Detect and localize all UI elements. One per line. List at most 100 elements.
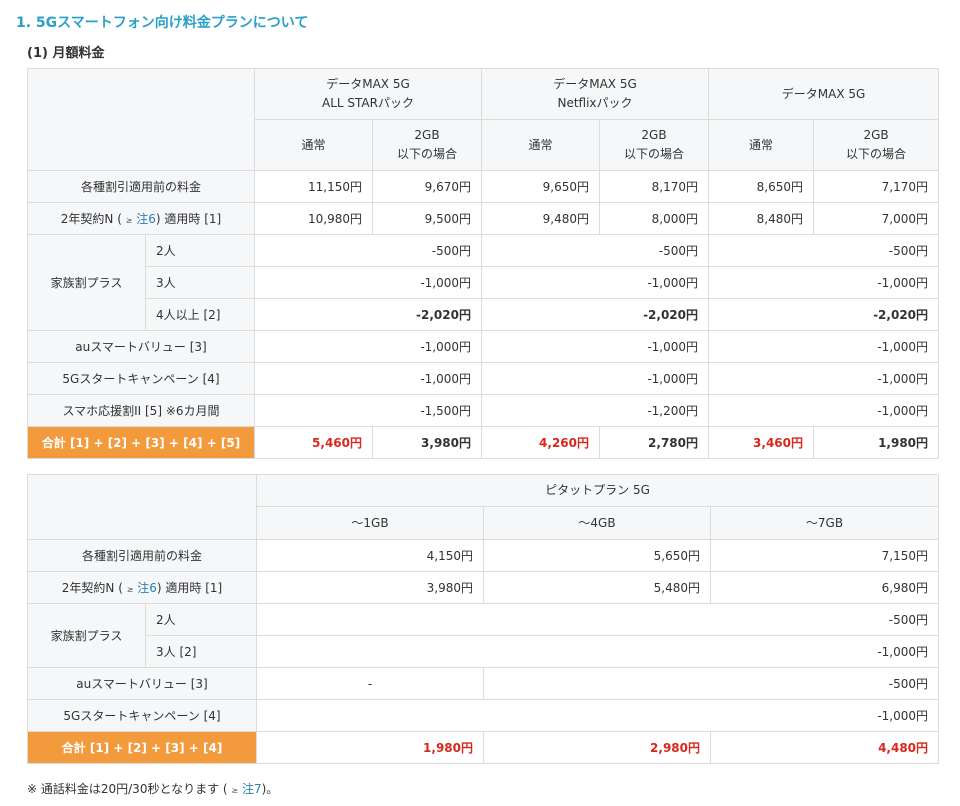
discount-cell: -1,000円 <box>708 266 940 299</box>
total-cell: 1,980円 <box>256 731 484 764</box>
price-cell: 9,500円 <box>372 202 482 235</box>
plan-header: ピタットプラン 5G <box>255 474 940 507</box>
row-sublabel: 2人 <box>145 234 255 267</box>
price-cell: 7,000円 <box>813 202 940 235</box>
total-cell: 2,980円 <box>483 731 711 764</box>
plan-header: データMAX 5G Netflixパック <box>480 68 710 120</box>
discount-cell: -500円 <box>254 234 482 267</box>
table-row: 4人以上 [2] -2,020円 -2,020円 -2,020円 <box>28 298 940 331</box>
sub-header-normal: 通常 <box>254 119 373 171</box>
table-row: 各種割引適用前の料金 11,150円 9,670円 9,650円 8,170円 … <box>27 170 940 203</box>
price-cell: 10,980円 <box>254 202 373 235</box>
price-cell: 3,980円 <box>256 571 484 604</box>
price-cell: 7,170円 <box>813 170 940 203</box>
total-cell: 3,980円 <box>372 426 482 459</box>
table-row: 3人 [2] -1,000円 <box>28 635 940 668</box>
row-label: スマホ応援割II [5] ※6カ月間 <box>27 394 255 427</box>
tier-header: ～4GB <box>483 506 711 540</box>
price-cell: 6,980円 <box>709 571 940 604</box>
pricing-table-pitatto: ピタットプラン 5G ～1GB ～4GB ～7GB 各種割引適用前の料金 4,1… <box>27 474 940 764</box>
row-sublabel: 3人 <box>145 266 255 299</box>
row-label: auスマートバリュー [3] <box>27 330 255 363</box>
table-row: 3人 -1,000円 -1,000円 -1,000円 <box>28 266 940 299</box>
table-row: 5Gスタートキャンペーン [4] -1,000円 -1,000円 -1,000円 <box>27 362 940 395</box>
row-label: 各種割引適用前の料金 <box>27 539 257 572</box>
discount-cell: -1,000円 <box>254 362 482 395</box>
total-cell: 5,460円 <box>254 426 373 459</box>
arrow-down-icon: ≥ <box>125 216 133 225</box>
discount-cell: - <box>256 667 484 700</box>
price-cell: 8,170円 <box>598 170 710 203</box>
sub-heading: (1) 月額料金 <box>27 46 105 61</box>
note-link[interactable]: 注7 <box>241 782 262 796</box>
total-cell: 2,780円 <box>598 426 710 459</box>
sub-header-2gb: 2GB 以下の場合 <box>598 119 710 171</box>
discount-cell: -1,000円 <box>254 266 482 299</box>
price-cell: 9,670円 <box>372 170 482 203</box>
discount-cell: -1,200円 <box>480 394 710 427</box>
plan-header: データMAX 5G <box>708 68 940 120</box>
table-row: 各種割引適用前の料金 4,150円 5,650円 7,150円 <box>27 539 940 572</box>
table-row: 5Gスタートキャンペーン [4] -1,000円 <box>27 699 940 732</box>
price-cell: 11,150円 <box>254 170 373 203</box>
discount-cell: -1,000円 <box>480 266 710 299</box>
total-row: 合計 [1] + [2] + [3] + [4] + [5] 5,460円 3,… <box>27 426 940 459</box>
total-cell: 4,260円 <box>481 426 600 459</box>
corner-cell <box>27 474 257 540</box>
table-row: 2年契約N ( ≥ 注6) 適用時 [1] 10,980円 9,500円 9,4… <box>27 202 940 235</box>
row-label: 各種割引適用前の料金 <box>27 170 255 203</box>
note-link[interactable]: 注6 <box>136 212 156 226</box>
row-label: 5Gスタートキャンペーン [4] <box>27 362 255 395</box>
price-cell: 4,150円 <box>256 539 484 572</box>
row-label: 2年契約N ( ≥ 注6) 適用時 [1] <box>27 202 255 235</box>
discount-cell: -2,020円 <box>480 298 710 331</box>
discount-cell: -2,020円 <box>254 298 482 331</box>
discount-cell: -1,000円 <box>708 330 940 363</box>
price-cell: 5,650円 <box>483 539 711 572</box>
sub-header-normal: 通常 <box>481 119 600 171</box>
note-link[interactable]: 注6 <box>137 581 157 595</box>
discount-cell: -500円 <box>255 603 940 636</box>
total-cell: 1,980円 <box>813 426 940 459</box>
discount-cell: -1,000円 <box>708 394 940 427</box>
total-cell: 4,480円 <box>709 731 940 764</box>
tier-header: ～1GB <box>256 506 484 540</box>
discount-cell: -500円 <box>480 234 710 267</box>
sub-header-2gb: 2GB 以下の場合 <box>372 119 482 171</box>
price-cell: 5,480円 <box>483 571 711 604</box>
row-sublabel: 3人 [2] <box>145 635 257 668</box>
row-sublabel: 2人 <box>145 603 257 636</box>
table-row: auスマートバリュー [3] - -500円 <box>27 667 940 700</box>
total-row: 合計 [1] + [2] + [3] + [4] 1,980円 2,980円 4… <box>27 731 940 764</box>
discount-cell: -1,000円 <box>254 330 482 363</box>
row-label: 家族割プラス <box>27 603 146 668</box>
total-label: 合計 [1] + [2] + [3] + [4] + [5] <box>27 426 255 459</box>
discount-cell: -1,500円 <box>254 394 482 427</box>
discount-cell: -2,020円 <box>708 298 940 331</box>
sub-header-2gb: 2GB 以下の場合 <box>813 119 940 171</box>
discount-cell: -500円 <box>708 234 940 267</box>
discount-cell: -1,000円 <box>255 635 940 668</box>
table-row: auスマートバリュー [3] -1,000円 -1,000円 -1,000円 <box>27 330 940 363</box>
discount-cell: -1,000円 <box>708 362 940 395</box>
row-sublabel: 4人以上 [2] <box>145 298 255 331</box>
tier-header: ～7GB <box>709 506 940 540</box>
total-cell: 3,460円 <box>708 426 815 459</box>
section-heading: 1. 5Gスマートフォン向け料金プランについて <box>16 15 309 31</box>
discount-cell: -1,000円 <box>480 330 710 363</box>
arrow-down-icon: ≥ <box>231 786 239 795</box>
discount-cell: -1,000円 <box>480 362 710 395</box>
total-label: 合計 [1] + [2] + [3] + [4] <box>27 731 257 764</box>
price-cell: 8,650円 <box>708 170 815 203</box>
table-row: 家族割プラス 2人 -500円 -500円 -500円 <box>27 234 940 331</box>
footnote: ※ 通話料金は20円/30秒となります ( ≥ 注7)。 <box>27 782 279 796</box>
table-row: スマホ応援割II [5] ※6カ月間 -1,500円 -1,200円 -1,00… <box>27 394 940 427</box>
discount-cell: -1,000円 <box>255 699 940 732</box>
price-cell: 7,150円 <box>709 539 940 572</box>
table-row: 2年契約N ( ≥ 注6) 適用時 [1] 3,980円 5,480円 6,98… <box>27 571 940 604</box>
table-row: 家族割プラス 2人 -500円 <box>27 603 940 668</box>
sub-header-normal: 通常 <box>708 119 815 171</box>
row-label: 5Gスタートキャンペーン [4] <box>27 699 257 732</box>
arrow-down-icon: ≥ <box>126 585 134 594</box>
price-cell: 8,000円 <box>598 202 710 235</box>
